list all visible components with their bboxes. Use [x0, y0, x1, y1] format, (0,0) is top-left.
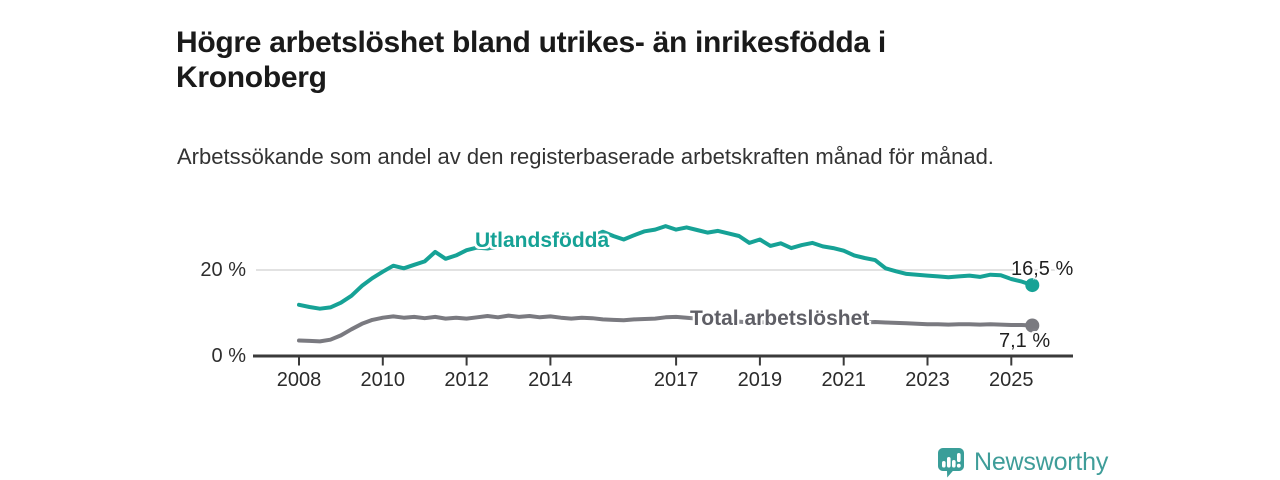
x-axis-tick-label-2025: 2025: [989, 369, 1034, 391]
x-axis-tick-label-2021: 2021: [821, 369, 866, 391]
newsworthy-wordmark: Newsworthy: [974, 448, 1109, 476]
end-value-label-total: 7,1 %: [999, 330, 1051, 352]
series-label-total-arbetsloshet: Total arbetslöshet: [690, 307, 870, 330]
x-axis-tick-label-2023: 2023: [905, 369, 950, 391]
x-axis-tick-label-2012: 2012: [444, 369, 489, 391]
end-value-label-utlandsfodda: 16,5 %: [1011, 258, 1074, 280]
chart-title: Högre arbetslöshet bland utrikes- än inr…: [176, 26, 886, 95]
newsworthy-logo: Newsworthy: [936, 446, 1108, 479]
chart-subtitle: Arbetssökande som andel av den registerb…: [177, 144, 994, 169]
x-axis-tick-label-2010: 2010: [360, 369, 406, 391]
x-axis-tick-label-2014: 2014: [528, 369, 573, 391]
newsworthy-speech-bubble-bar-chart-icon: [938, 448, 964, 478]
series-label-utlandsfodda: Utlandsfödda: [475, 229, 610, 252]
x-axis-tick-label-2019: 2019: [737, 369, 783, 391]
x-axis-tick-label-2017: 2017: [653, 369, 699, 391]
y-axis-tick-label-0: 0 %: [211, 345, 246, 367]
x-axis-tick-label-2008: 2008: [276, 369, 322, 391]
y-axis-tick-label-20: 20 %: [200, 259, 246, 281]
